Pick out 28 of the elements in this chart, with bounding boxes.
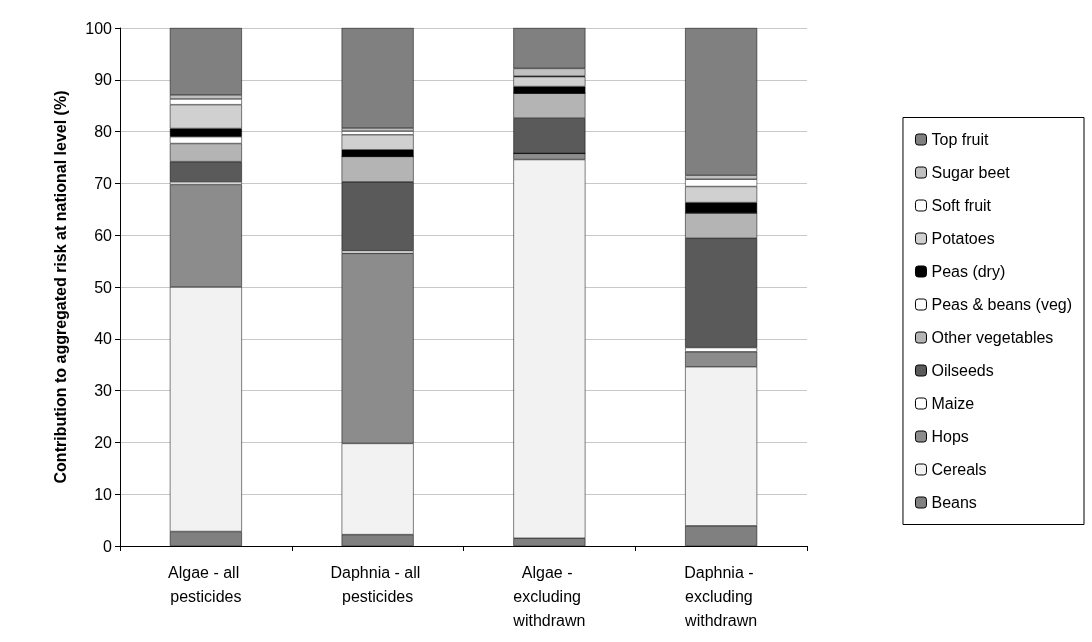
y-tick-label: 60	[94, 226, 113, 244]
y-tick-label: 100	[85, 19, 113, 37]
legend-label: Beans	[931, 494, 977, 511]
legend-label: Hops	[931, 428, 969, 445]
y-tick-label: 0	[103, 537, 113, 555]
legend-label: Other vegetables	[931, 329, 1054, 346]
legend-label: Cereals	[931, 461, 987, 478]
x-tick-label: Daphnia - excluding withdrawn	[684, 563, 759, 629]
legend-label: Top fruit	[931, 131, 989, 148]
y-axis-title: Contribution to aggregated risk at national level (%)	[51, 90, 69, 484]
y-tick-label: 50	[94, 278, 113, 296]
x-tick-label: Daphnia - all pesticides	[330, 563, 425, 605]
y-tick-label: 10	[94, 485, 113, 503]
x-tick-label: Algae - excluding withdrawn	[512, 563, 586, 629]
legend-label: Sugar beet	[931, 164, 1011, 181]
legend-label: Oilseeds	[931, 362, 994, 379]
legend-label: Peas & beans (veg)	[931, 296, 1073, 313]
y-tick-label: 20	[94, 433, 113, 451]
legend-label: Maize	[931, 395, 975, 412]
y-tick-label: 80	[94, 123, 113, 141]
y-tick-label: 40	[94, 330, 113, 348]
y-tick-label: 70	[94, 174, 113, 192]
legend-label: Potatoes	[931, 230, 995, 247]
x-tick-label: Algae - all pesticides	[168, 563, 244, 605]
legend-label: Soft fruit	[931, 197, 992, 214]
y-tick-label: 30	[94, 382, 113, 400]
legend-label: Peas (dry)	[931, 263, 1006, 280]
y-tick-label: 90	[94, 71, 113, 89]
